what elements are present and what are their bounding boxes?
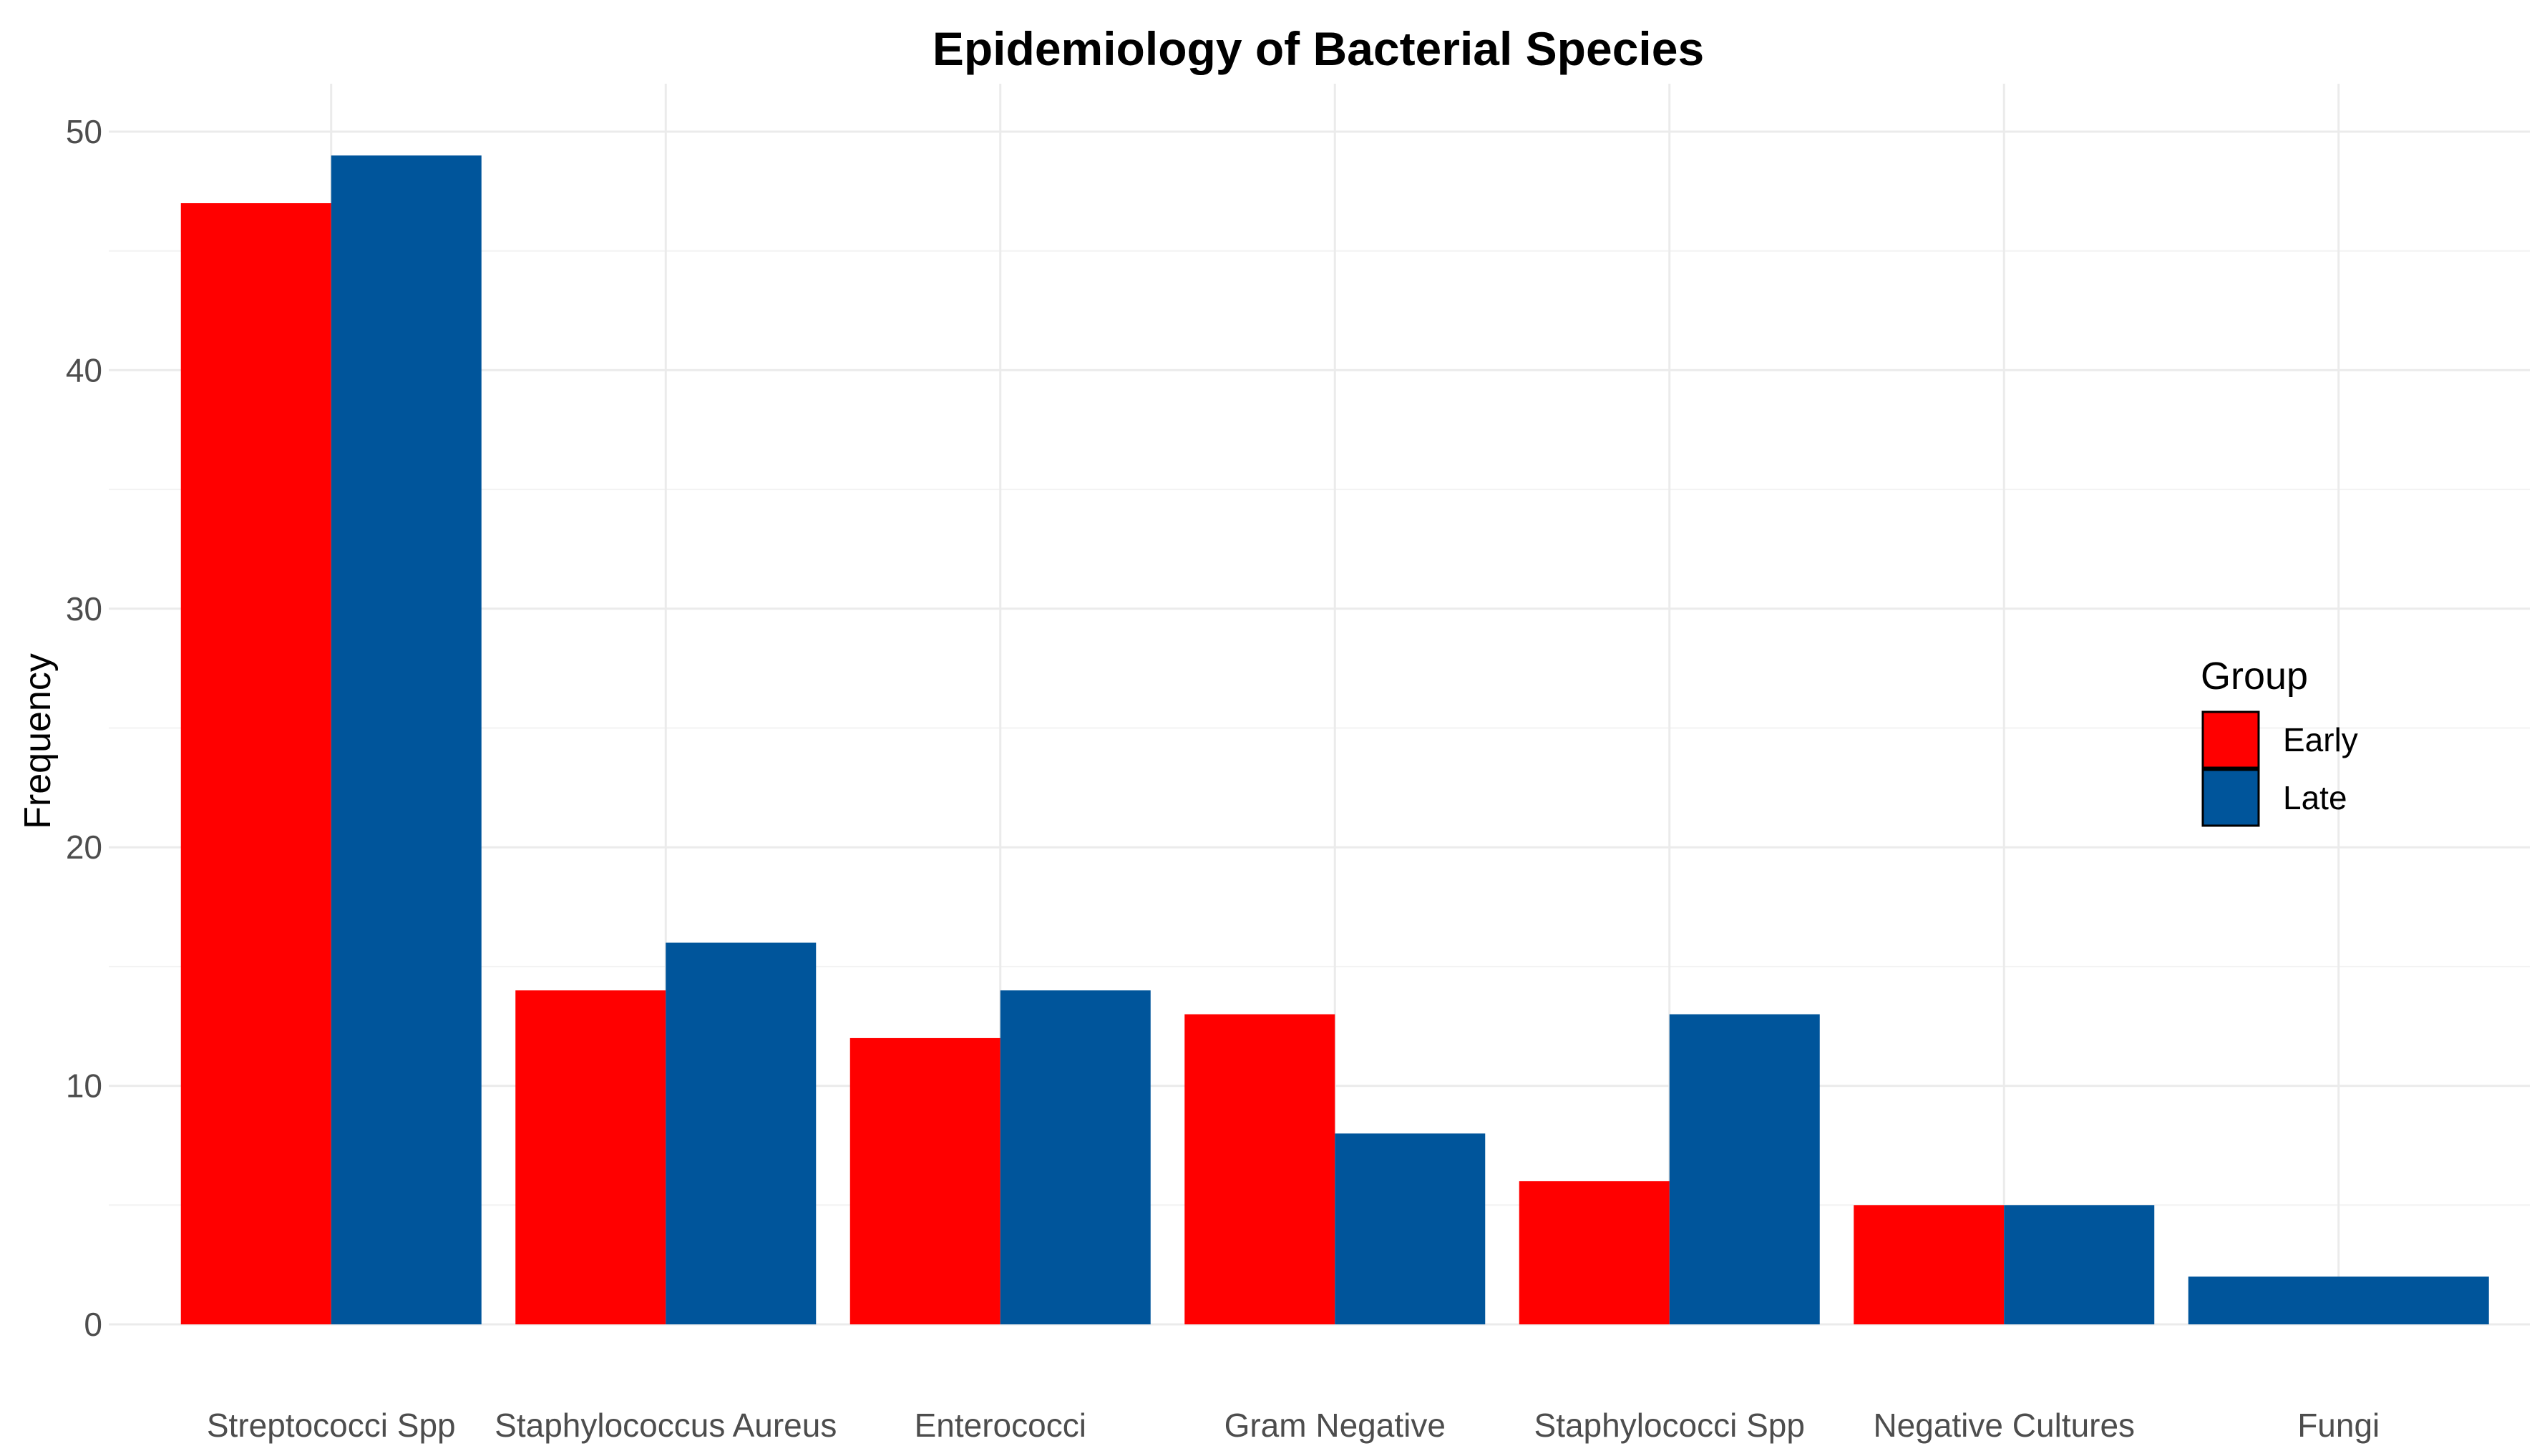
y-tick-label: 40 (66, 351, 102, 389)
legend-label-early: Early (2283, 721, 2358, 758)
y-tick-label: 50 (66, 113, 102, 150)
bar-early-5 (1854, 1205, 2005, 1324)
bar-early-4 (1519, 1181, 1670, 1324)
bar-late-1 (666, 942, 817, 1324)
x-tick-label: Staphylococcus Aureus (495, 1407, 837, 1444)
legend: Group Early Late (2201, 655, 2358, 827)
y-axis-title: Frequency (17, 653, 59, 829)
bar-late-6 (2188, 1276, 2489, 1324)
y-axis: 0 10 20 30 40 50 (66, 113, 102, 1343)
x-tick-label: Negative Cultures (1873, 1407, 2135, 1444)
bar-late-2 (1000, 990, 1151, 1324)
x-tick-label: Streptococci Spp (207, 1407, 456, 1444)
x-tick-label: Staphylococci Spp (1534, 1407, 1805, 1444)
chart-title: Epidemiology of Bacterial Species (933, 22, 1704, 75)
y-tick-label: 0 (84, 1306, 102, 1343)
x-axis: Streptococci Spp Staphylococcus Aureus Ent… (207, 1407, 2380, 1444)
legend-title: Group (2201, 655, 2308, 698)
bar-early-2 (849, 1037, 1000, 1324)
bars (180, 155, 2489, 1325)
bar-early-1 (515, 990, 666, 1324)
legend-label-late: Late (2283, 779, 2347, 816)
legend-key-early (2201, 710, 2260, 769)
y-tick-label: 10 (66, 1067, 102, 1105)
x-tick-label: Fungi (2297, 1407, 2380, 1444)
y-tick-label: 20 (66, 829, 102, 866)
bar-late-5 (2004, 1205, 2155, 1324)
bar-late-3 (1335, 1133, 1486, 1324)
bar-late-4 (1669, 1014, 1820, 1324)
bar-early-0 (180, 203, 331, 1324)
bar-early-3 (1184, 1014, 1335, 1324)
x-tick-label: Enterococci (915, 1407, 1086, 1444)
y-tick-label: 30 (66, 590, 102, 627)
bar-late-0 (331, 155, 482, 1325)
legend-key-late (2201, 768, 2260, 827)
x-tick-label: Gram Negative (1224, 1407, 1446, 1444)
